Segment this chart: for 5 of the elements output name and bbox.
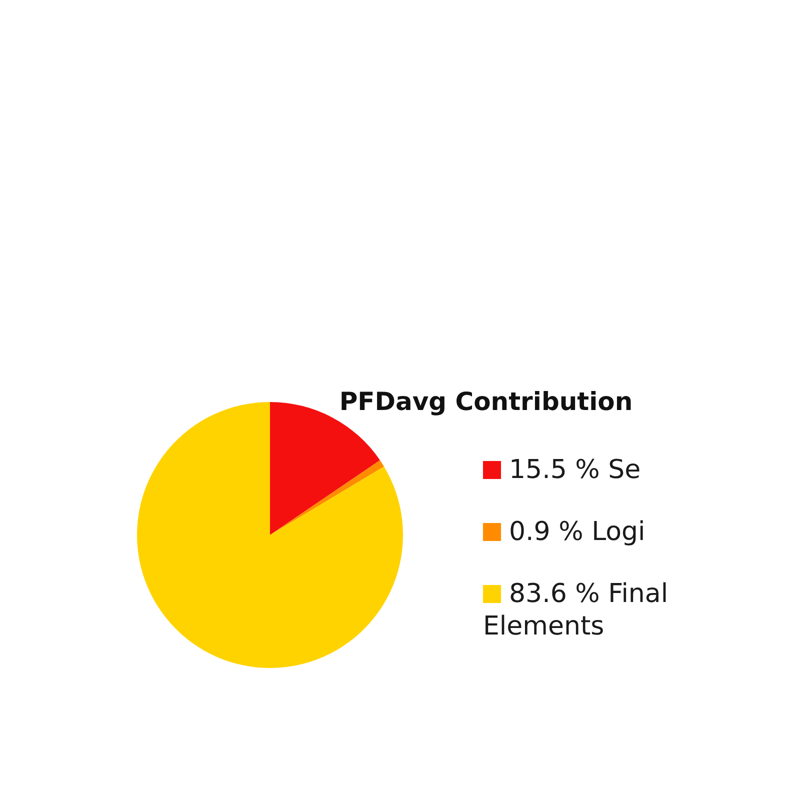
legend-label: 0.9 % Logi — [509, 517, 646, 547]
legend-label: 15.5 % Se — [509, 455, 641, 485]
pie-slice — [270, 460, 384, 535]
legend-label: 83.6 % Final Elements — [483, 579, 668, 642]
chart-title: PFDavg Contribution — [339, 387, 633, 416]
